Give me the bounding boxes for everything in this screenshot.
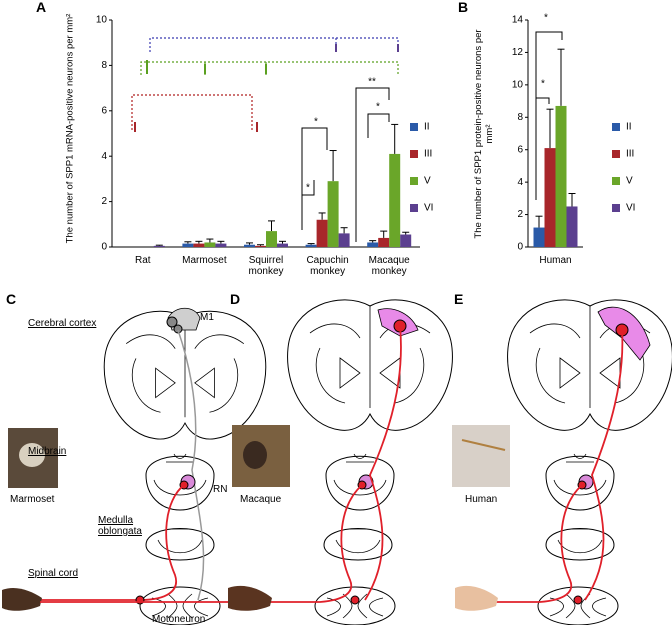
significance-mark: * [314,117,318,128]
panel-letter: E [454,291,464,307]
y-tick-label: 14 [512,15,524,26]
legend-label: II [424,122,430,133]
species-label: Marmoset [10,494,55,505]
legend-swatch [612,204,620,212]
y-tick-label: 12 [512,47,524,58]
legend-swatch [410,204,418,212]
medulla-label: Medulla oblongata [98,515,142,537]
y-tick-label: 6 [101,105,107,116]
bar [255,245,266,247]
motoneuron-label: Motoneuron [152,614,206,625]
species-label: Human [465,494,498,505]
panel-letter: D [230,291,241,307]
x-tick-label: Human [539,255,572,266]
cortex-label: Cerebral cortex [28,318,97,329]
panel-letter: C [6,291,17,307]
significance-mark: * [306,183,310,194]
legend-label: V [626,176,633,187]
legend-swatch [410,123,418,131]
bar [338,233,350,247]
spinal-label: Spinal cord [28,568,79,579]
y-axis-label: The number of SPP1 mRNA-positive neurons… [64,13,76,243]
y-tick-label: 6 [517,144,523,155]
bar [378,237,390,247]
significance-lines [131,37,399,130]
y-tick-label: 8 [517,112,523,123]
significance-mark: * [541,79,545,90]
m1-label: M1 [200,312,214,323]
significance-mark: * [376,102,380,113]
legend-label: VI [626,203,635,214]
bar [266,231,277,247]
bar [400,234,412,247]
panel-letter: A [36,0,47,15]
bar [182,243,194,247]
bar [367,242,379,247]
legend-label: III [626,149,634,160]
bar [193,243,205,247]
bar [533,227,545,247]
bar [544,148,556,247]
brackets [301,31,563,242]
y-tick-label: 4 [101,151,107,162]
bar [305,244,317,247]
bar [215,243,227,247]
x-tick-label: Marmoset [182,255,227,266]
x-tick-label: Rat [135,255,151,266]
y-axis-label: The number of SPP1 protein-positive neur… [473,28,495,239]
legend-swatch [612,150,620,158]
y-tick-label: 8 [101,60,107,71]
bar [244,244,255,247]
legend-label: II [626,122,632,133]
midbrain-label: Midbrain [28,446,67,457]
y-tick-label: 2 [517,209,523,220]
arrows [134,44,399,132]
y-tick-label: 4 [517,177,523,188]
bar [555,105,567,247]
y-tick-label: 0 [101,242,107,253]
legend-swatch [612,123,620,131]
species-label: Macaque [240,494,282,505]
legend-label: VI [424,203,433,214]
legend-swatch [410,150,418,158]
bar [389,153,401,247]
bar [316,219,328,247]
y-tick-label: 10 [96,15,108,26]
rn-label: RN [213,484,228,495]
bar [566,206,578,247]
legend-swatch [612,177,620,185]
bar [327,181,339,247]
y-tick-label: 10 [512,79,524,90]
significance-mark: ** [368,77,376,88]
bar [204,242,216,247]
y-tick-label: 0 [517,242,523,253]
legend-label: V [424,176,431,187]
significance-mark: * [544,13,548,24]
x-tick-label: Capuchin monkey [306,255,349,277]
x-tick-label: Macaque monkey [368,255,410,277]
legend-swatch [410,177,418,185]
bar [277,243,288,247]
legend-label: III [424,149,432,160]
y-tick-label: 2 [101,196,107,207]
x-tick-label: Squirrel monkey [248,255,284,277]
panel-letter: B [458,0,469,15]
bar [153,245,165,247]
